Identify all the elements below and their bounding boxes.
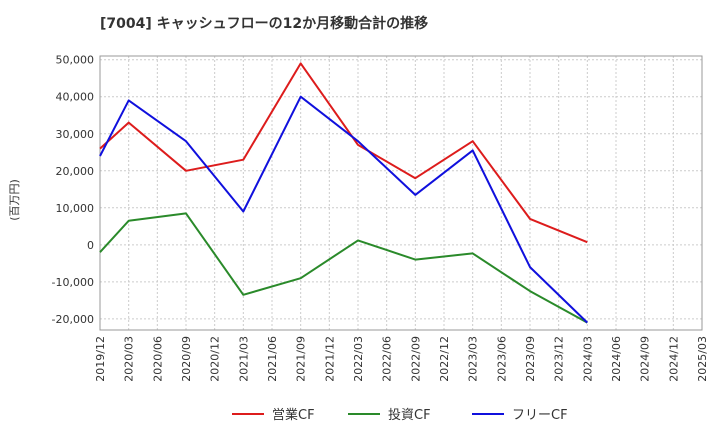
x-tick-label: 2019/12 [94,336,107,382]
x-tick-label: 2020/12 [209,336,222,382]
y-tick-label: -10,000 [52,276,94,289]
x-tick-label: 2023/09 [524,336,537,382]
x-axis-ticks: 2019/12 2020/03 2020/06 2020/09 2020/12 2021/… [94,336,709,382]
x-tick-label: 2020/06 [151,336,164,382]
legend-label-3: フリーCF [512,408,568,423]
x-tick-label: 2022/12 [438,336,451,382]
y-tick-label: 50,000 [56,54,95,67]
y-axis-ticks: 50,000 40,000 30,000 20,000 10,000 0 -10,000 -2… [52,54,94,326]
legend-label-2: 投資CF [388,407,431,423]
x-tick-label: 2020/09 [180,336,193,382]
x-tick-label: 2020/03 [123,336,136,382]
chart-title: [7004] キャッシュフローの12か月移動合計の推移 [100,15,428,32]
x-tick-label: 2021/03 [237,336,250,382]
x-tick-label: 2021/09 [295,336,308,382]
y-tick-label: 0 [87,239,94,252]
x-tick-label: 2023/06 [495,336,508,382]
x-tick-label: 2025/03 [696,336,709,382]
series-line-3 [99,95,588,324]
x-tick-label: 2023/12 [553,336,566,382]
series-line-1 [99,62,588,244]
x-tick-label: 2023/03 [467,336,480,382]
y-tick-label: -20,000 [52,313,94,326]
gridlines [99,56,703,330]
x-tick-label: 2024/06 [610,336,623,382]
x-tick-label: 2024/09 [639,336,652,382]
legend-label-1: 営業CF [272,407,315,423]
x-tick-label: 2021/06 [266,336,279,382]
y-tick-label: 20,000 [56,165,95,178]
x-tick-label: 2022/03 [352,336,365,382]
y-tick-label: 10,000 [56,202,95,215]
series-lines [99,62,588,324]
x-tick-label: 2022/09 [409,336,422,382]
x-tick-label: 2024/12 [667,336,680,382]
x-tick-label: 2022/06 [381,336,394,382]
x-tick-label: 2021/12 [323,336,336,382]
x-tick-label: 2024/03 [581,336,594,382]
y-axis-label: (百万円) [8,179,21,221]
y-tick-label: 30,000 [56,128,95,141]
legend: 営業CF 投資CF フリーCF [232,407,568,423]
plot-area [99,55,703,331]
series-line-2 [99,212,588,324]
y-tick-label: 40,000 [56,91,95,104]
